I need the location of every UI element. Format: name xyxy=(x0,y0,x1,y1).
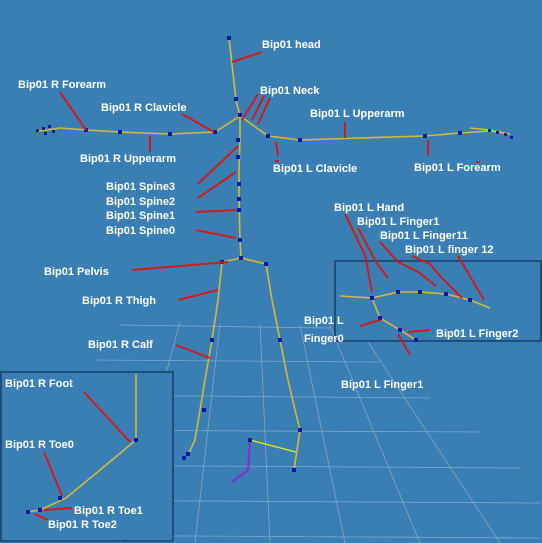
label-l-upperarm: Bip01 L Upperarm xyxy=(310,108,405,120)
joint-markers xyxy=(36,36,513,472)
label-head: Bip01 head xyxy=(262,39,321,51)
hand-finger0-bone xyxy=(371,297,417,341)
label-spine1: Bip01 Spine1 xyxy=(106,210,175,222)
label-r-foot: Bip01 R Foot xyxy=(5,378,73,390)
center-axis xyxy=(247,439,251,471)
left-leg-bone xyxy=(265,263,301,471)
left-foot-helper xyxy=(249,439,297,453)
foot-inset: Bip01 R Foot Bip01 R Toe0 Bip01 R Toe1 B… xyxy=(0,371,174,542)
label-spine0: Bip01 Spine0 xyxy=(106,225,175,237)
label-l-finger12: Bip01 L finger 12 xyxy=(405,244,493,256)
label-r-calf: Bip01 R Calf xyxy=(88,339,153,351)
label-spine3: Bip01 Spine3 xyxy=(106,181,175,193)
label-l-finger1: Bip01 L Finger1 xyxy=(357,216,439,228)
right-leg-bone xyxy=(187,261,223,456)
label-r-thigh: Bip01 R Thigh xyxy=(82,295,156,307)
foot-joint-markers xyxy=(26,438,138,514)
right-arm-bone xyxy=(59,115,241,135)
label-neck: Bip01 Neck xyxy=(260,85,320,97)
label-spine2: Bip01 Spine2 xyxy=(106,196,175,208)
label-l-finger0-line1: Bip01 L xyxy=(304,315,344,327)
label-r-forearm: Bip01 R Forearm xyxy=(18,79,106,91)
hand-inset: Bip01 L Hand Bip01 L Finger1 Bip01 L Fin… xyxy=(304,202,542,391)
label-l-finger2: Bip01 L Finger2 xyxy=(436,328,518,340)
pelvis-bone xyxy=(221,257,267,265)
label-l-forearm: Bip01 L Forearm xyxy=(414,162,501,174)
label-r-toe1: Bip01 R Toe1 xyxy=(74,505,143,517)
label-r-toe2: Bip01 R Toe2 xyxy=(48,519,117,531)
label-r-clavicle: Bip01 R Clavicle xyxy=(101,102,187,114)
bone-labels: Bip01 head Bip01 Neck Bip01 R Forearm Bi… xyxy=(18,39,501,351)
label-l-clavicle: Bip01 L Clavicle xyxy=(273,163,357,175)
label-pelvis: Bip01 Pelvis xyxy=(44,266,109,278)
label-l-finger11: Bip01 L Finger11 xyxy=(380,230,468,242)
label-r-toe0: Bip01 R Toe0 xyxy=(5,439,74,451)
label-r-upperarm: Bip01 R Upperarm xyxy=(80,153,176,165)
leader-lines xyxy=(59,51,480,359)
label-l-hand: Bip01 L Hand xyxy=(334,202,404,214)
left-arm-bone xyxy=(239,115,511,141)
label-l-finger0-line2: Finger0 xyxy=(304,333,344,345)
hand-joint-markers xyxy=(370,290,472,342)
label-l-finger1-bottom: Bip01 L Finger1 xyxy=(341,379,423,391)
skeleton: Bip01 head Bip01 Neck Bip01 R Forearm Bi… xyxy=(18,36,513,483)
